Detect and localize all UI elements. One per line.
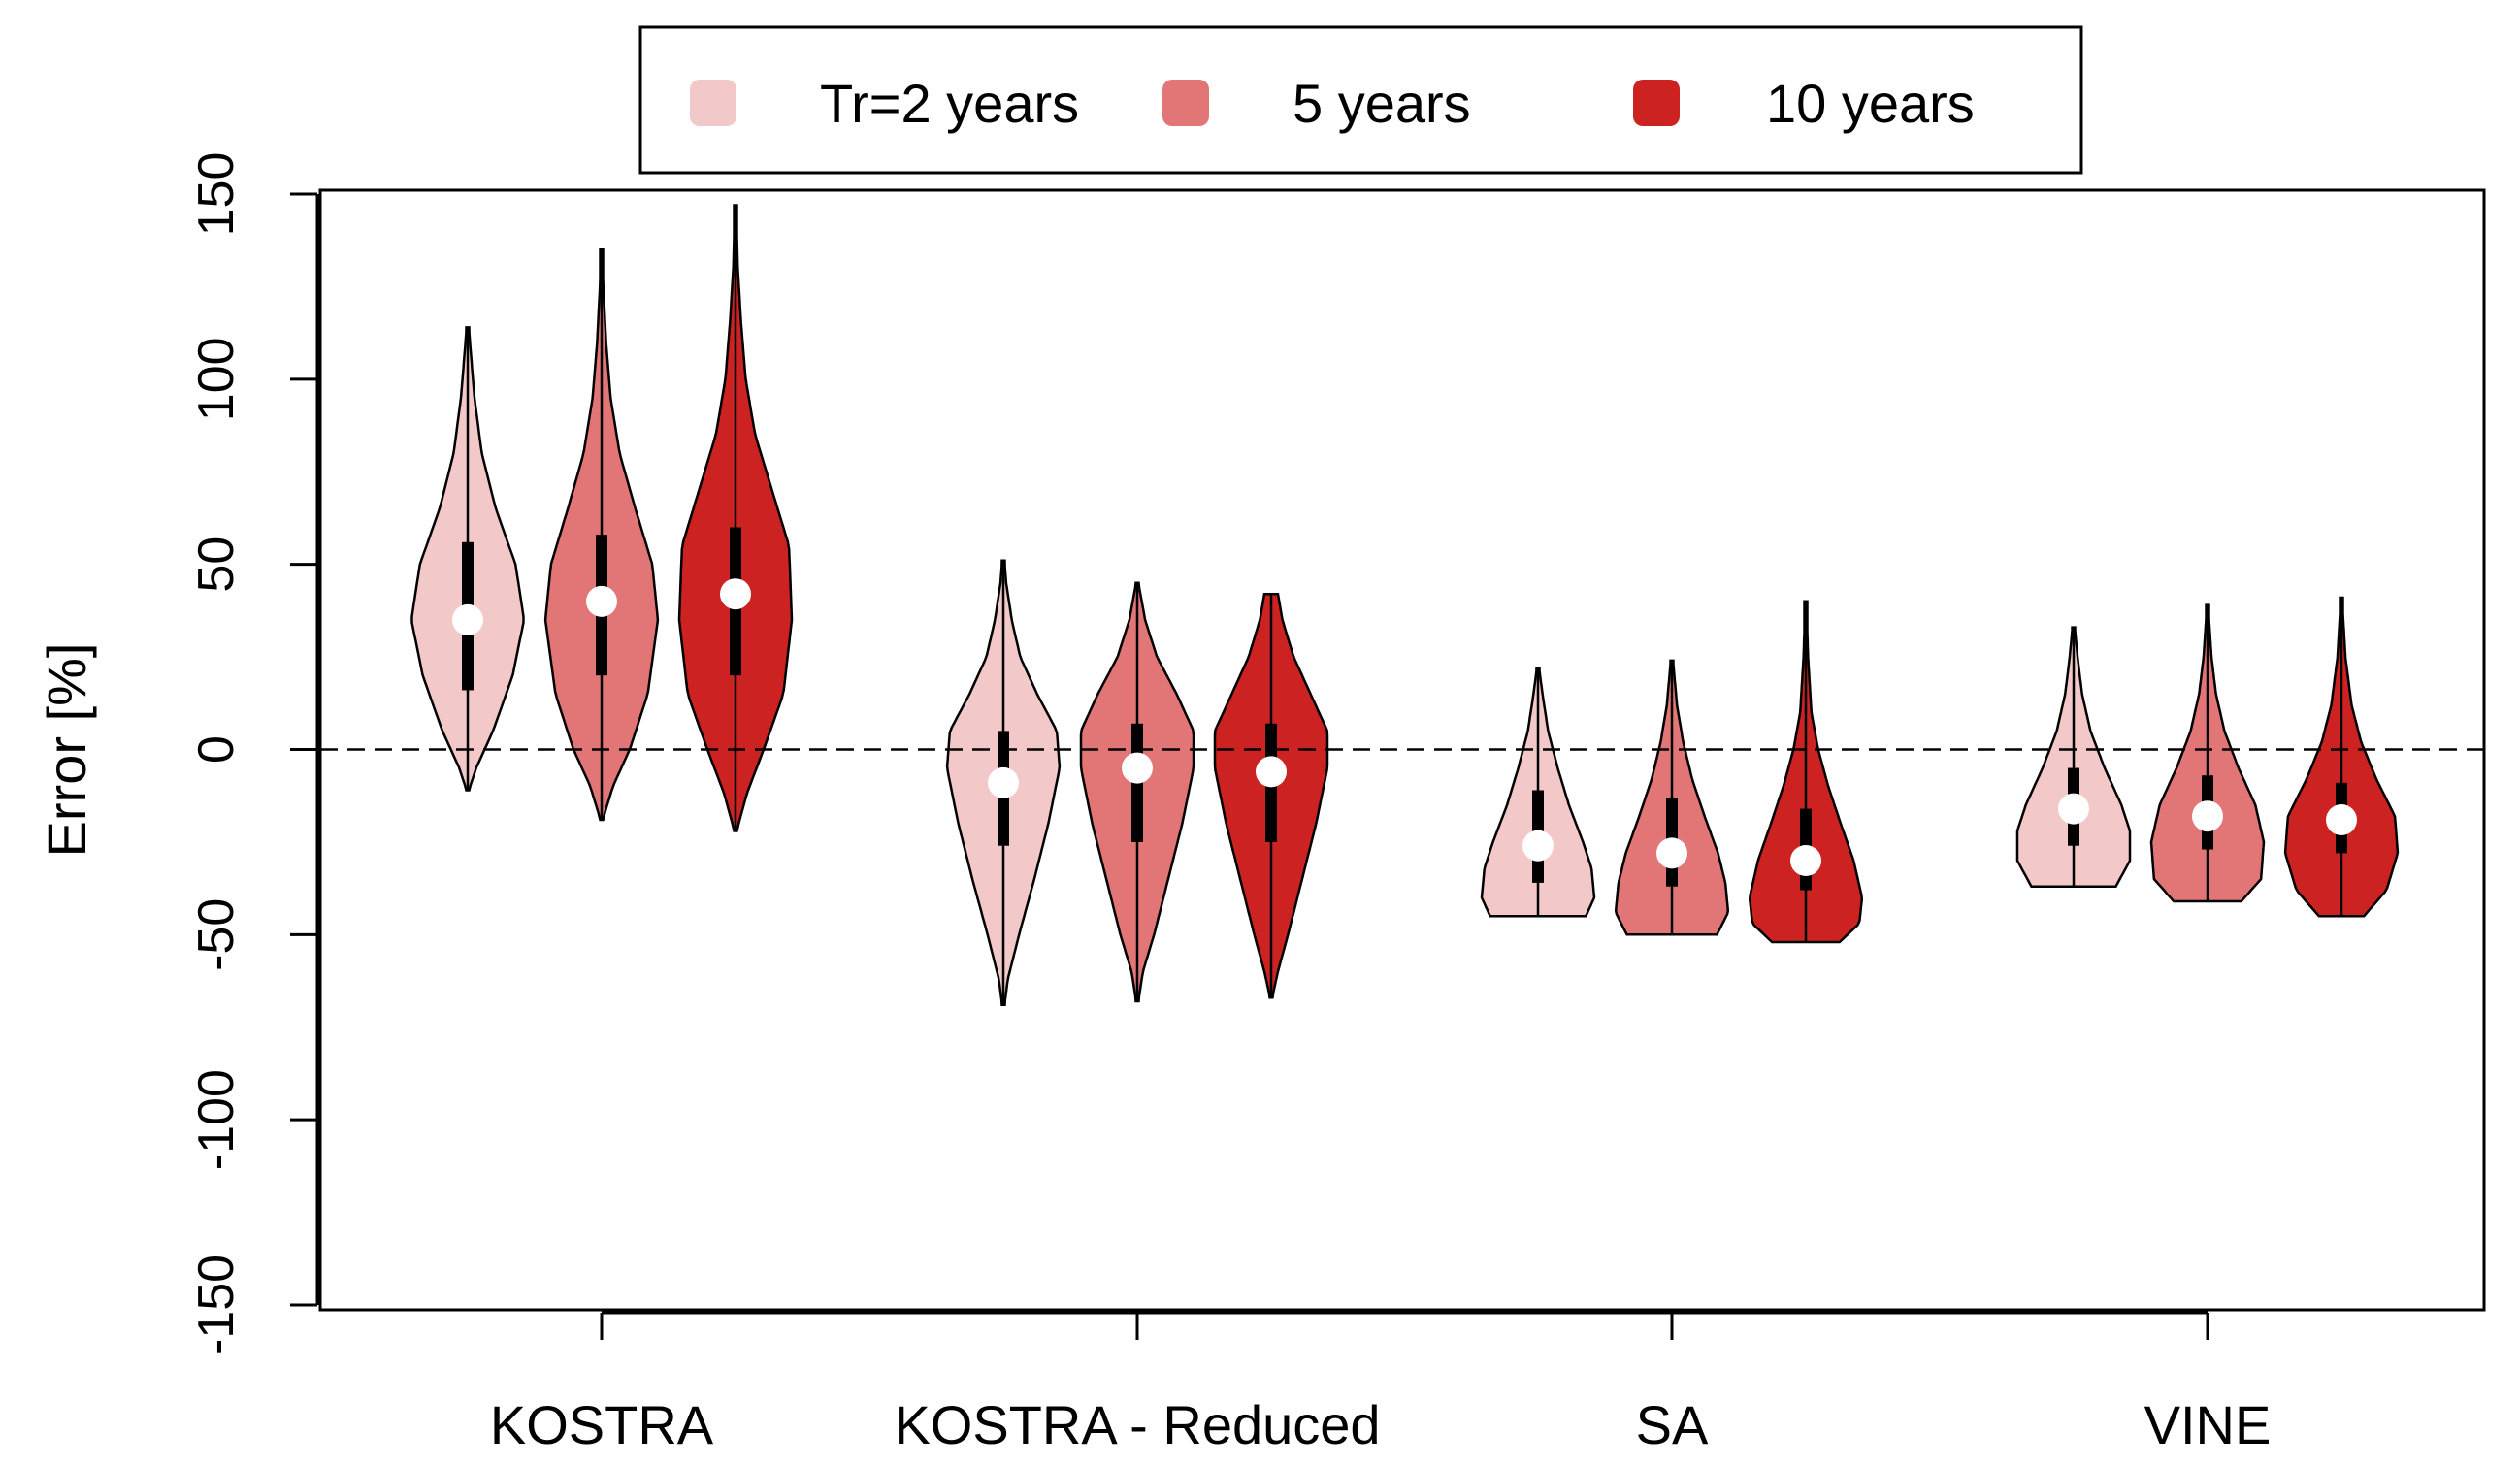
y-tick-label: 50 [188,537,245,593]
violin-median-point [1656,837,1687,869]
legend-entry-2: 5 years [1162,73,1471,134]
y-tick-label: 100 [188,337,245,421]
plot-frame [318,188,2486,1312]
x-tick-label: KOSTRA [490,1394,714,1455]
violin-median-point [1256,756,1287,788]
x-tick-label: KOSTRA - Reduced [894,1394,1380,1455]
legend-label: Tr=2 years [820,73,1079,134]
x-axis: KOSTRA KOSTRA - Reduced SA VINE [490,1311,2272,1455]
y-axis: -150 -100 -50 0 50 100 150 [188,152,319,1355]
series-2 [543,248,2266,1003]
violin-median-point [988,766,1019,798]
legend-swatch [690,80,736,126]
violin-median-point [586,585,617,617]
violin-median-point [2058,793,2089,825]
violin-median-point [1790,845,1821,876]
legend-swatch [1633,80,1680,126]
series-3 [677,204,2400,999]
legend: Tr=2 years 5 years 10 years [638,25,2083,175]
violin-median-point [452,603,483,635]
violins-layer [410,204,2400,1007]
x-tick-label: SA [1636,1394,1709,1455]
series-1 [410,326,2132,1007]
legend-swatch [1162,80,1209,126]
legend-entry-3: 10 years [1633,73,1975,134]
y-tick-label: -100 [188,1069,245,1170]
violin-median-point [1122,752,1153,784]
violin-median-point [2326,804,2357,836]
legend-label: 10 years [1766,73,1975,134]
y-axis-label: Error [%] [36,643,97,858]
violin-median-point [1522,830,1554,862]
legend-label: 5 years [1293,73,1471,134]
x-tick-label: VINE [2144,1394,2272,1455]
legend-box [638,25,2083,175]
violin-median-point [720,578,751,610]
y-tick-label: -50 [188,898,245,971]
y-tick-label: 0 [188,735,245,764]
y-tick-label: 150 [188,152,245,237]
legend-entry-1: Tr=2 years [690,73,1079,134]
y-tick-label: -150 [188,1254,245,1355]
violin-median-point [2192,800,2223,832]
